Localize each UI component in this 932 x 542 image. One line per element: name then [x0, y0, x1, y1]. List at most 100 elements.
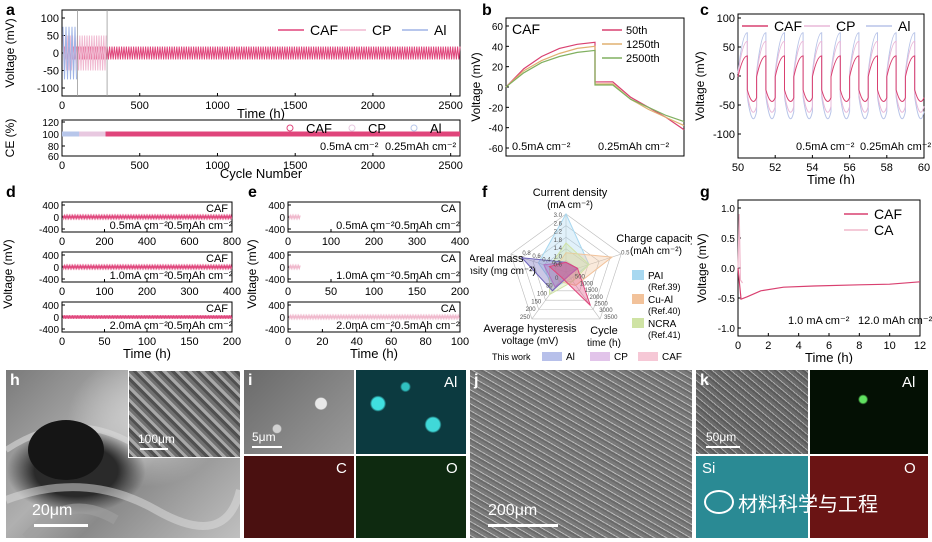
b-ylabel: Voltage (mV)	[470, 52, 483, 121]
d-sub2-label: CAF	[206, 303, 228, 315]
d-sub2-xtick-label: 150	[180, 336, 198, 348]
f-tick-cycle: 1500	[585, 288, 599, 294]
a-bot-annot-capacity: 0.25mAh cm⁻²	[385, 141, 457, 153]
a-top-ylabel: Voltage (mV)	[3, 18, 17, 87]
g-ytick-label: 0.5	[721, 234, 735, 245]
d-sub2-xtick-label: 50	[98, 336, 110, 348]
f-tick-current: 0.6	[554, 263, 563, 269]
e-sub2-current: 2.0mA cm⁻²	[336, 320, 395, 332]
e-sub1-xtick-label: 0	[285, 286, 291, 298]
e-sub1-xtick-label: 50	[325, 286, 337, 298]
a-bot-legend-label: CP	[368, 121, 386, 136]
d-sub1-current: 1.0mA cm⁻²	[110, 270, 169, 282]
f-tick-cycle: 2000	[589, 295, 603, 301]
d-sub1-ytick-label: 400	[42, 251, 59, 262]
b-ytick-label: 40	[492, 42, 504, 53]
a-top-xtick-label: 1500	[283, 100, 307, 112]
scale-bar-h: 20μm	[32, 502, 73, 519]
a-bot-legend-marker	[286, 124, 294, 132]
f-tick-hyst: 50	[546, 284, 553, 290]
a-series-al	[62, 26, 77, 80]
c-ytick-label: -100	[713, 129, 735, 141]
g-ytick-label: 0.0	[721, 264, 735, 275]
scale-line-h	[34, 524, 88, 527]
c-ytick-label: 50	[723, 42, 735, 54]
f-tick-areal: 0.2	[552, 261, 561, 267]
map-label-si-k: Si	[702, 460, 716, 477]
a-bot-ytick-label: 100	[42, 130, 59, 141]
a-top-ytick-label: 0	[53, 48, 59, 60]
a-top-legend-label: CP	[372, 22, 391, 38]
g-xtick-label: 12	[914, 340, 926, 352]
panel-label-d: d	[6, 184, 16, 201]
c-xtick-label: 54	[806, 162, 818, 174]
a-bot-legend-label: Al	[430, 121, 442, 136]
e-sub0-ytick-label: 400	[268, 201, 285, 212]
e-sub1-ytick-label: 400	[268, 251, 285, 262]
f-legend-work-label: This work	[492, 352, 531, 362]
f-legend-ref-cite: (Ref.39)	[648, 282, 681, 292]
panel-label-e: e	[248, 184, 257, 201]
eds-map-al-k	[810, 370, 928, 454]
e-sub2-xtick-label: 80	[419, 336, 431, 348]
watermark-icon	[704, 490, 734, 514]
f-legend-ref-cite: (Ref.40)	[648, 306, 681, 316]
g-series-CAF	[737, 267, 921, 301]
e-xlabel: Time (h)	[350, 346, 398, 361]
a-top-xlabel: Time (h)	[237, 106, 285, 121]
a-top-xtick-label: 2500	[438, 100, 462, 112]
f-tick-cycle: 3000	[599, 308, 613, 314]
d-sub0-xtick-label: 200	[95, 236, 113, 248]
d-sub2-xtick-label: 200	[223, 336, 241, 348]
f-tick-hyst: 200	[526, 307, 537, 313]
d-sub1-series	[62, 263, 233, 271]
d-sub0-ytick-label: -400	[39, 225, 59, 236]
g-series-CA	[737, 213, 744, 284]
e-sub2-label: CA	[441, 303, 457, 315]
sem-image-h: 100μm 20μm h	[6, 370, 240, 538]
f-legend-work-swatch	[638, 352, 658, 361]
f-tick-areal: 0.4	[542, 257, 551, 263]
e-sub1-ytick-label: -400	[265, 275, 285, 286]
d-sub1-ytick-label: 0	[53, 263, 59, 274]
e-sub1-ytick-label: 0	[279, 263, 285, 274]
c-xtick-label: 56	[843, 162, 855, 174]
panel-label-k: k	[700, 372, 709, 389]
sem-inset-h	[128, 370, 240, 458]
a-bot-legend-label: CAF	[306, 121, 332, 136]
d-ylabel: Voltage (mV)	[1, 239, 15, 308]
a-top-ytick-label: -50	[43, 66, 59, 78]
b-legend-label: 1250th	[626, 39, 660, 51]
panel-label-f: f	[482, 184, 488, 201]
g-xlabel: Time (h)	[805, 350, 853, 364]
scale-bar-k: 50μm	[706, 430, 737, 444]
f-tick-cycle: 1000	[580, 281, 594, 287]
a-top-ytick-label: 50	[47, 31, 59, 43]
a-bot-xtick-label: 1500	[283, 160, 307, 172]
b-ytick-label: 60	[492, 22, 504, 33]
g-xtick-label: 2	[765, 340, 771, 352]
d-sub2-current: 2.0mA cm⁻²	[110, 320, 169, 332]
e-sub2-xtick-label: 100	[451, 336, 469, 348]
b-annot-capacity: 0.25mAh cm⁻²	[598, 141, 670, 153]
panel-label-b: b	[482, 2, 492, 19]
e-sub1-xtick-label: 200	[451, 286, 469, 298]
f-tick-areal: 0.8	[522, 251, 531, 257]
sem-image-j: 200μm j	[470, 370, 692, 538]
scale-line-inset-h	[140, 448, 168, 450]
f-tick-hyst: 250	[520, 315, 531, 321]
f-axis-current-label: Current density	[533, 187, 608, 199]
a-top-legend-label: Al	[434, 22, 446, 38]
f-tick-cycle: 2500	[594, 302, 608, 308]
b-ytick-label: 20	[492, 63, 504, 74]
a-bot-ytick-label: 120	[42, 118, 59, 129]
g-xtick-label: 4	[796, 340, 802, 352]
a-bot-ytick-label: 60	[48, 152, 60, 163]
a-top-ytick-label: 100	[41, 13, 59, 25]
panel-label-i: i	[248, 372, 253, 389]
f-axis-cycle-label: Cycle	[590, 325, 618, 337]
c-ylabel: Voltage (mV)	[693, 51, 707, 120]
scale-line-i	[252, 446, 282, 448]
d-sub0-xtick-label: 800	[223, 236, 241, 248]
